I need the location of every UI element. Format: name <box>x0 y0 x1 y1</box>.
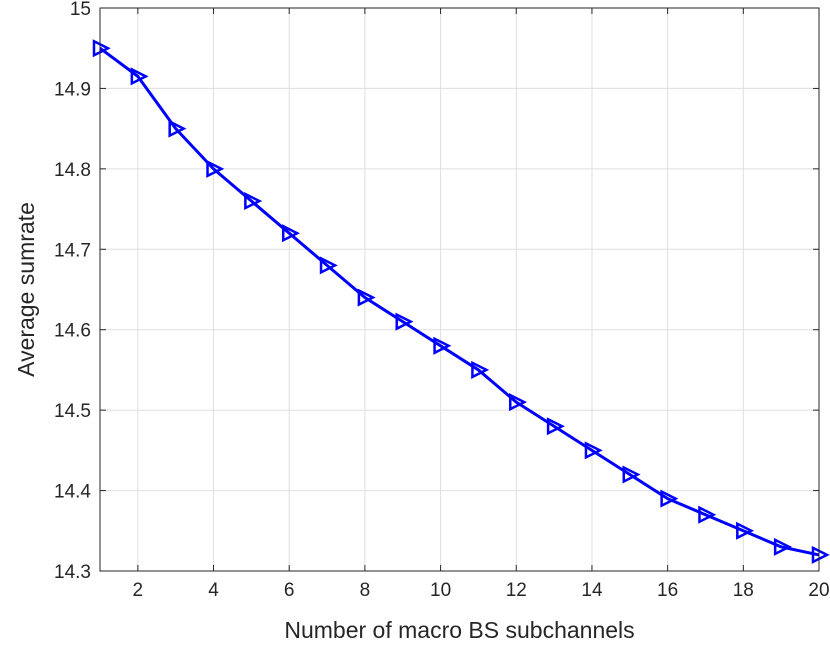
data-point-marker <box>130 67 149 86</box>
x-tick-label: 2 <box>133 580 144 601</box>
x-tick-label: 20 <box>808 580 829 601</box>
y-tick-label: 14.9 <box>54 79 91 100</box>
data-point-marker <box>281 224 301 243</box>
y-tick-label: 14.7 <box>54 240 91 261</box>
x-axis-label: Number of macro BS subchannels <box>284 617 634 643</box>
data-point-marker <box>546 417 565 436</box>
y-tick-label: 14.6 <box>54 321 91 342</box>
plot-background <box>100 8 819 571</box>
data-point-marker <box>622 465 641 484</box>
data-point-marker <box>433 336 452 355</box>
x-tick-label: 18 <box>733 580 754 601</box>
data-point-marker <box>471 360 490 379</box>
x-tick-label: 16 <box>657 580 678 601</box>
data-point-marker <box>92 39 111 58</box>
axis-ticks <box>100 7 820 572</box>
data-point-marker <box>357 288 376 307</box>
data-point-marker <box>811 545 830 564</box>
x-tick-label: 14 <box>581 580 603 601</box>
y-tick-label: 15 <box>70 0 91 20</box>
data-point-marker <box>773 537 792 556</box>
data-point-marker <box>736 521 755 540</box>
plot-frame <box>99 7 820 572</box>
y-tick-label: 14.8 <box>54 160 91 181</box>
series-layer <box>92 39 830 564</box>
x-tick-label: 12 <box>506 580 527 601</box>
data-point-marker <box>319 256 338 275</box>
data-point-marker <box>168 119 187 138</box>
y-axis-label: Average sumrate <box>13 202 39 377</box>
y-tick-label: 14.5 <box>54 401 91 422</box>
data-point-marker <box>660 489 679 508</box>
data-point-marker <box>509 393 528 412</box>
y-tick-label: 14.4 <box>54 482 91 503</box>
data-point-marker <box>698 505 717 524</box>
data-point-marker <box>584 441 603 460</box>
x-tick-label: 10 <box>430 580 451 601</box>
data-point-marker <box>206 159 225 178</box>
tick-labels: 2 4 6 8 10 12 14 16 18 20 14.3 14.4 14.5 14.6 14.7 14.8… <box>54 0 830 601</box>
x-tick-label: 6 <box>284 580 295 601</box>
x-tick-label: 8 <box>360 580 371 601</box>
x-tick-label: 4 <box>208 580 219 601</box>
data-point-marker <box>395 312 414 331</box>
data-point-marker <box>244 192 263 211</box>
y-tick-label: 14.3 <box>54 562 91 583</box>
